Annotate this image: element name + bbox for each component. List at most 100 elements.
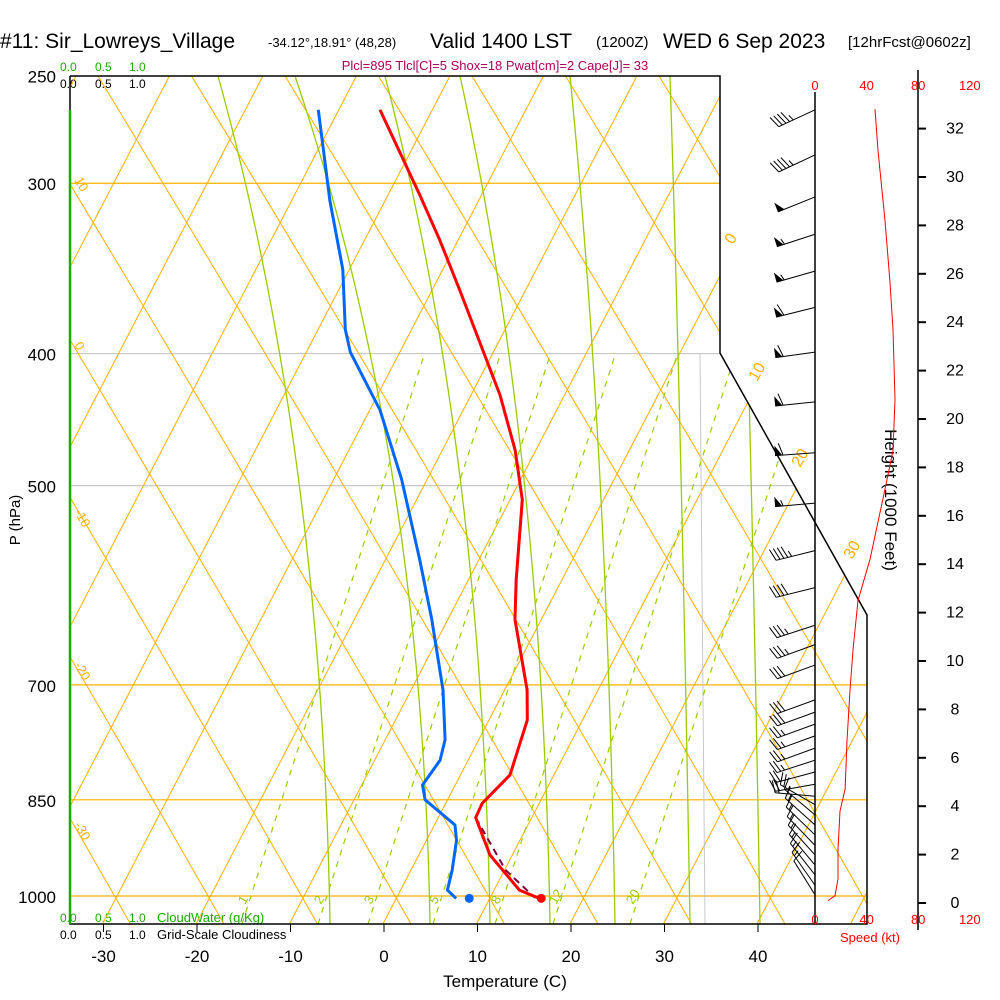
wind-barb <box>769 644 816 659</box>
barb-feather <box>779 772 784 785</box>
barb-feather <box>775 780 780 794</box>
barb-feather <box>776 712 786 724</box>
barb-feather <box>769 627 778 638</box>
wind-barb <box>773 304 816 318</box>
wind-barb <box>768 583 816 598</box>
barb-half-feather <box>784 648 790 655</box>
barb-staff <box>776 759 816 774</box>
wind-barb <box>769 735 816 751</box>
dry-adiabat-label: 0 <box>71 339 88 353</box>
wind-barb <box>785 795 816 836</box>
isotherm-line <box>476 76 867 924</box>
barb-feather <box>772 760 782 772</box>
barb-feather <box>785 795 793 808</box>
height-tick-label: 16 <box>946 508 964 525</box>
moist-adiabat-line <box>459 76 551 924</box>
plot-frame <box>69 75 868 925</box>
barb-feather <box>769 117 780 128</box>
isotherm-line <box>102 76 544 924</box>
barb-feather <box>786 805 794 817</box>
speed-tick-label-bottom: 40 <box>859 912 873 927</box>
barb-feather <box>776 700 786 712</box>
wind-barb <box>768 546 816 561</box>
barb-feather <box>769 715 778 727</box>
dry-adiabat-label: -10 <box>71 506 93 530</box>
wind-barb <box>793 850 816 896</box>
cloudiness-tick: 1.0 <box>129 77 146 91</box>
mixing-ratio-label: 3 <box>361 893 378 907</box>
barb-feather <box>776 158 787 169</box>
y-axis-label: P (hPa) <box>7 495 24 546</box>
dry-adiabat-line <box>191 76 692 924</box>
barb-feather <box>769 739 778 750</box>
barb-feather <box>772 667 782 678</box>
barb-flag <box>773 307 783 318</box>
barb-half-feather <box>786 785 791 792</box>
barb-staff <box>775 783 816 792</box>
cloudwater-tick: 0.5 <box>95 60 112 74</box>
cloudwater-tick: 0.0 <box>60 911 77 925</box>
height-tick-label: 30 <box>946 169 964 186</box>
pressure-tick-label: 500 <box>28 478 56 497</box>
barb-feather <box>780 157 790 168</box>
barb-feather <box>783 774 787 787</box>
isotherm-label: 0 <box>722 231 741 247</box>
barb-feather <box>769 668 778 680</box>
moist-adiabat-line <box>739 76 761 924</box>
barb-half-feather <box>780 753 786 760</box>
barb-feather <box>773 160 783 171</box>
isotherm-line <box>289 76 731 924</box>
barb-staff <box>784 788 816 816</box>
barb-half-feather <box>787 794 792 802</box>
speed-axis-label: Speed (kt) <box>840 930 900 945</box>
wind-barb <box>774 393 816 407</box>
barb-feather <box>772 548 781 560</box>
height-tick-label: 32 <box>946 121 964 138</box>
barb-half-feather <box>780 238 785 245</box>
barb-staff <box>778 154 816 173</box>
cloudiness-tick: 0.5 <box>95 928 112 942</box>
barb-staff <box>777 735 816 751</box>
barb-feather <box>789 832 798 844</box>
barb-staff <box>775 792 816 797</box>
isotherm-label: 30 <box>841 538 865 562</box>
barb-staff <box>780 784 816 806</box>
barb-feather <box>768 549 777 561</box>
barb-feather <box>771 780 776 793</box>
cloudiness-tick: 0.0 <box>60 928 77 942</box>
cloudiness-label: Grid-Scale Cloudiness <box>157 927 287 942</box>
mixing-ratio-line <box>317 352 502 924</box>
barb-feather <box>772 585 781 597</box>
mixing-ratio-line <box>552 352 737 924</box>
wind-barb <box>769 109 816 128</box>
cloud-scale-bottom: 0.0 0.5 1.0 CloudWater (g/Kg) 0.0 0.5 1.… <box>60 910 287 942</box>
x-axis-label: Temperature (C) <box>443 972 567 991</box>
barb-staff <box>778 109 816 128</box>
height-tick-label: 24 <box>946 314 964 331</box>
wind-barb <box>784 786 816 826</box>
wind-barb <box>773 344 816 359</box>
barb-half-feather <box>792 840 797 847</box>
wind-barb <box>773 270 816 283</box>
x-tick-label: -10 <box>278 947 303 966</box>
moist-adiabat-line <box>217 76 331 924</box>
isotherm-label: 10 <box>746 360 770 384</box>
height-tick-label: 18 <box>946 459 964 476</box>
x-tick-label: 10 <box>468 947 487 966</box>
barb-staff <box>776 771 816 783</box>
barb-flag <box>774 496 783 507</box>
barb-feather <box>769 648 778 659</box>
barb-feather <box>772 737 782 749</box>
dry-adiabat-line <box>378 76 867 924</box>
barb-staff <box>777 644 816 659</box>
barb-feather <box>776 547 785 559</box>
isotherm-label: 20 <box>789 446 813 470</box>
pressure-tick-label: 400 <box>28 346 56 365</box>
cloudiness-tick: 0.0 <box>60 77 77 91</box>
barb-feather <box>776 665 786 677</box>
isotherm-line <box>663 76 867 924</box>
mixing-ratio-line <box>494 352 679 924</box>
isotherm-line <box>195 76 638 924</box>
isotherm-line <box>70 76 264 924</box>
